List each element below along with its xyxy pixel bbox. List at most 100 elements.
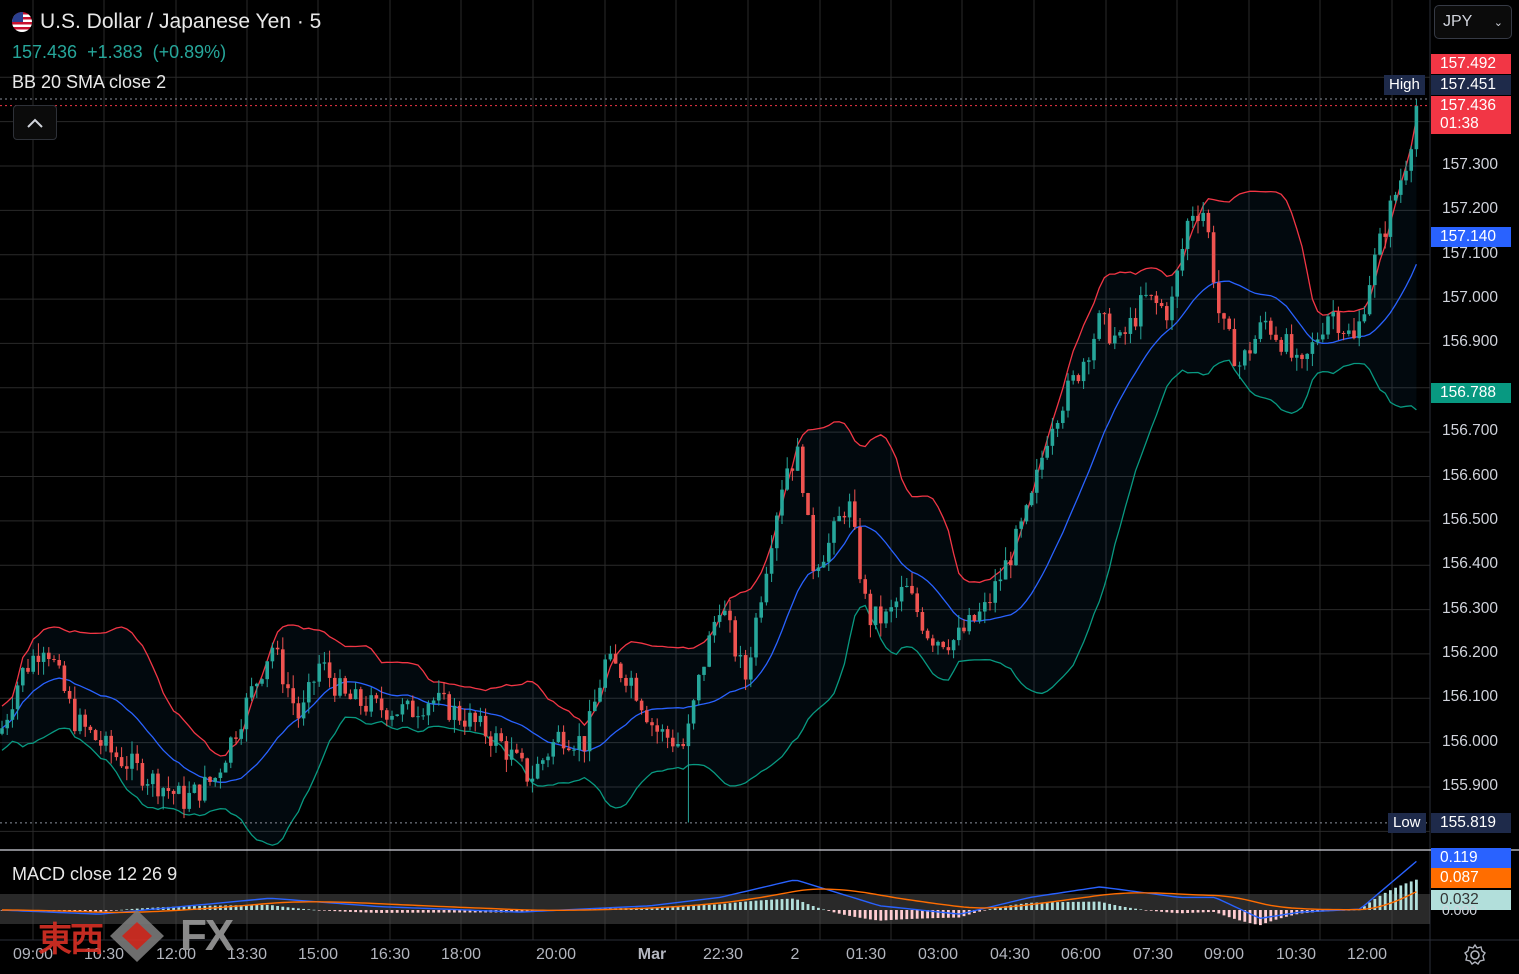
macd-histogram-bar [1394, 887, 1397, 910]
macd-histogram-bar [895, 910, 898, 920]
candle-body [509, 749, 514, 760]
symbol-header[interactable]: U.S. Dollar / Japanese Yen · 5 [12, 10, 321, 34]
chevron-down-icon: ⌄ [1493, 16, 1503, 29]
candle-body [1289, 334, 1294, 358]
time-axis[interactable]: 09:00 10:30 12:00 13:30 15:00 16:30 18:00 20:00… [0, 940, 1430, 974]
last-price-tag: 157.436 [1431, 96, 1511, 116]
bollinger-indicator-label[interactable]: BB 20 SMA close 2 [12, 72, 167, 92]
last-price: 157.436 [12, 42, 78, 62]
candle-body [1373, 254, 1377, 286]
macd-histogram-bar [1035, 902, 1039, 910]
candle-body [119, 757, 124, 767]
candle-body [171, 790, 176, 794]
candle-body [489, 736, 493, 746]
macd-histogram-bar [317, 910, 321, 911]
settings-gear-icon[interactable] [1463, 943, 1487, 967]
macd-indicator-label[interactable]: MACD close 12 26 9 [12, 864, 178, 884]
macd-histogram-bar [1409, 881, 1413, 910]
candle-body [1227, 318, 1231, 330]
chevron-up-icon [27, 118, 43, 128]
currency-select[interactable]: JPY ⌄ [1434, 5, 1512, 39]
candle-body [31, 655, 35, 672]
candle-body [36, 655, 41, 662]
candle-body [1352, 330, 1356, 339]
macd-histogram-bar [302, 908, 305, 910]
candle-body [681, 743, 685, 747]
candle-body [395, 714, 399, 716]
macd-histogram-bar [765, 899, 768, 910]
candle-body [1414, 105, 1419, 150]
candle-body [431, 700, 436, 704]
collapse-indicators-button[interactable] [13, 105, 57, 140]
macd-histogram-bar [1051, 902, 1054, 910]
candle-body [712, 621, 717, 636]
candle-body [873, 606, 878, 626]
time-axis-label: 12:00 [155, 946, 197, 963]
candle-body [598, 687, 602, 702]
candle-body [333, 677, 337, 696]
candle-body [468, 712, 472, 727]
candle-body [1232, 329, 1237, 367]
candle-body [1347, 330, 1351, 334]
candle-body [374, 695, 379, 699]
bb-fill [2, 118, 1417, 846]
macd-histogram-bar [759, 900, 763, 910]
macd-histogram-bar [983, 910, 987, 911]
candle-body [801, 446, 805, 494]
macd-histogram-bar [473, 910, 477, 913]
price-axis-label: 156.700 [1442, 422, 1499, 440]
price-change-row: 157.436 +1.383 (+0.89%) [12, 42, 226, 63]
macd-histogram-bar [754, 900, 758, 910]
candle-body [827, 542, 831, 562]
candle-body [993, 581, 997, 603]
candle-body [619, 663, 623, 678]
candle-body [244, 697, 249, 730]
macd-histogram-bar [385, 910, 389, 913]
candle-body [697, 674, 701, 701]
macd-histogram-bar [921, 910, 924, 919]
candle-body [192, 784, 197, 793]
candle-body [1107, 313, 1112, 344]
candle-body [1378, 233, 1382, 255]
candle-body [239, 729, 243, 739]
candle-body [151, 773, 155, 785]
time-axis-label: 09:00 [1203, 946, 1245, 963]
candle-body [572, 749, 576, 751]
candle-body [1170, 296, 1174, 321]
candle-body [83, 714, 87, 727]
macd-histogram-bar [999, 907, 1002, 910]
candle-body [905, 585, 909, 587]
macd-histogram-bar [250, 905, 253, 910]
lower-band-tag: 156.788 [1431, 383, 1511, 403]
candle-body [1201, 212, 1205, 222]
macd-histogram-bar [749, 901, 753, 910]
candle-body [702, 666, 706, 675]
candle-body [281, 649, 285, 685]
candle-body [348, 693, 353, 700]
candle-body [1092, 338, 1096, 361]
candle-body [379, 698, 384, 711]
candle-body [785, 468, 789, 490]
macd-histogram-bar [1030, 902, 1033, 910]
macd-histogram-bar [1160, 910, 1163, 912]
candle-body [769, 548, 774, 574]
macd-histogram-bar [884, 910, 888, 921]
candle-body [795, 446, 800, 471]
candle-body [1081, 361, 1086, 382]
candle-body [733, 620, 737, 657]
candle-body [842, 515, 847, 518]
macd-histogram-bar [780, 899, 784, 910]
candle-body [951, 640, 956, 651]
candle-body [416, 716, 420, 718]
macd-histogram-bar [187, 906, 191, 910]
candle-body [707, 635, 711, 667]
macd-histogram-bar [728, 903, 732, 910]
macd-histogram-bar [125, 909, 129, 910]
candle-body [858, 526, 862, 580]
macd-histogram-bar [1233, 910, 1236, 919]
diamond-logo-icon [110, 910, 164, 962]
candle-body [957, 627, 961, 641]
macd-histogram-bar [1019, 903, 1023, 910]
time-axis-label: 20:00 [535, 946, 577, 963]
